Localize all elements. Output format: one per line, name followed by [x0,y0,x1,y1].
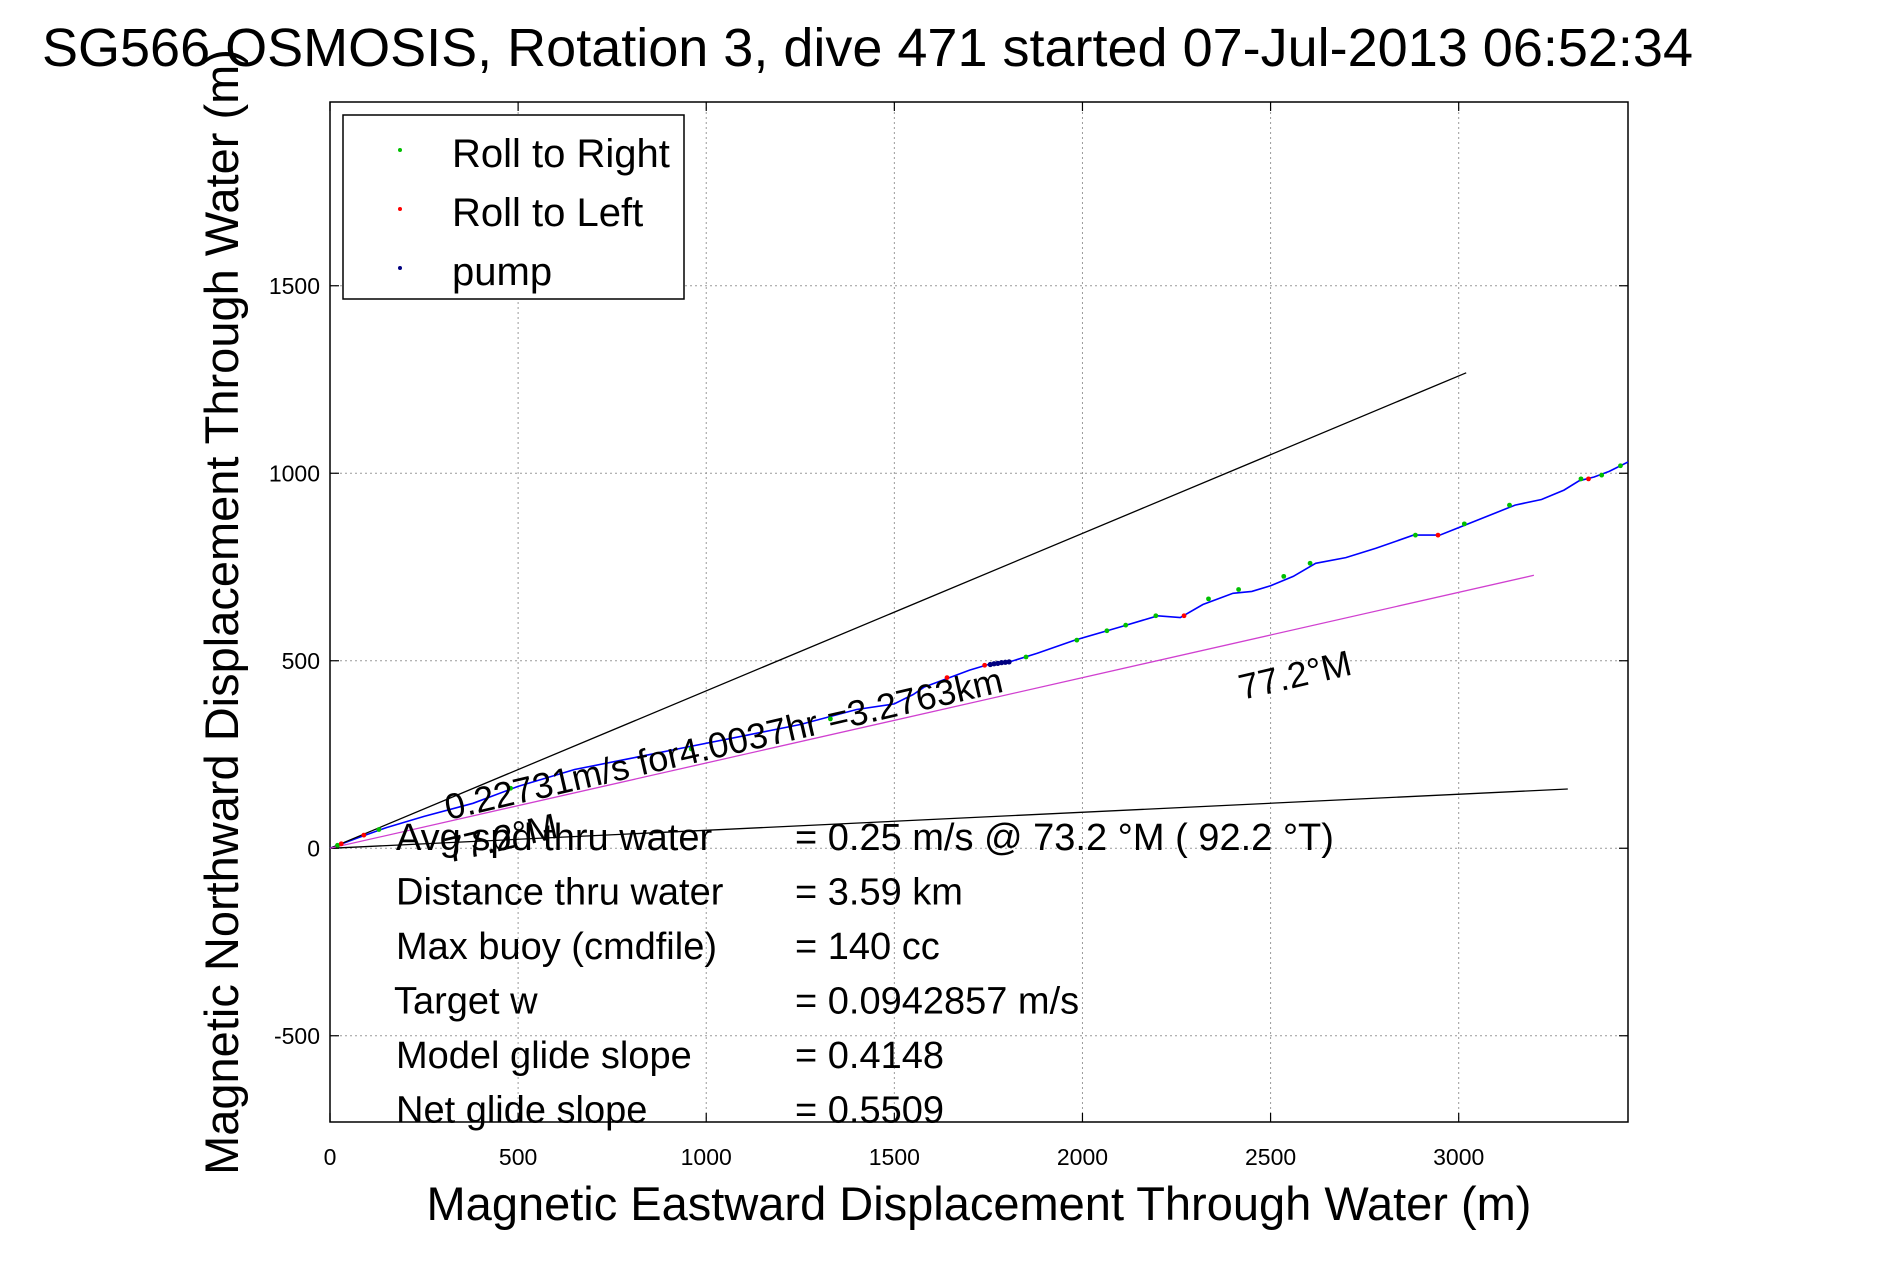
upper-envelope-line [329,372,1467,849]
stat-value: = 140 cc [795,926,940,968]
roll-to-left-marker [1586,476,1591,482]
pump-marker [1002,659,1008,665]
legend-marker [398,207,402,211]
roll-to-right-marker [1307,560,1313,566]
roll-to-right-marker [1123,622,1129,628]
x-tick-label: 2500 [1245,1144,1296,1170]
roll-to-left-marker [338,841,344,847]
roll-to-right-marker [1023,654,1029,660]
roll-to-left-marker [944,675,950,681]
stat-label: Avg spd thru water [396,817,712,859]
roll-to-right-marker [1104,628,1110,634]
roll-to-right-marker [1074,637,1080,643]
roll-to-right-marker [1153,613,1159,619]
chart-title: SG566 OSMOSIS, Rotation 3, dive 471 star… [42,18,1693,78]
roll-to-right-marker [1281,573,1287,579]
legend: Roll to Right Roll to Left pump [342,114,685,300]
x-tick-label: 1000 [681,1144,732,1170]
x-tick-label: 0 [324,1144,337,1170]
y-tick-label: 1000 [269,460,320,486]
pump-marker [1006,659,1012,665]
legend-label: Roll to Right [452,132,670,176]
legend-marker [398,266,402,270]
stat-label: Distance thru water [396,872,724,914]
roll-to-right-marker [335,842,340,848]
y-tick-label: -500 [274,1023,320,1049]
roll-to-right-marker [1461,521,1467,527]
x-tick-label: 500 [499,1144,537,1170]
plot-area [329,101,1629,1123]
roll-to-right-marker [508,785,513,791]
stat-value: = 0.25 m/s @ 73.2 °M ( 92.2 °T) [795,817,1334,859]
y-axis-label: Magnetic Northward Displacement Through … [195,49,248,1175]
roll-to-right-marker [1618,463,1623,469]
y-axis-ticks: -500 0 500 1000 1500 [269,273,1628,1049]
pump-marker [998,660,1005,666]
roll-to-right-marker [376,827,382,832]
x-tick-label: 1500 [869,1144,920,1170]
roll-to-right-marker [1507,502,1512,508]
legend-marker [398,148,402,152]
heading-annotation: 77.2°M [1235,642,1356,708]
x-tick-label: 3000 [1433,1144,1484,1170]
roll-to-right-marker [827,716,833,722]
roll-to-right-marker [1578,476,1584,482]
stat-value: = 0.5509 [795,1090,944,1132]
track-line [329,461,1629,850]
legend-label: pump [452,250,552,294]
roll-to-left-marker [982,662,988,668]
roll-to-right-marker [1236,587,1241,592]
stat-label: Max buoy (cmdfile) [396,926,717,968]
roll-to-left-marker [1181,613,1187,619]
roll-to-right-marker [1599,472,1605,478]
stat-label: Target w [394,981,538,1023]
stat-label: Net glide slope [396,1090,647,1132]
stats-block: Avg spd thru water = 0.25 m/s @ 73.2 °M (… [394,817,1334,1132]
roll-to-right-marker [1413,532,1418,538]
roll-to-right-marker [688,746,694,752]
stat-value: = 0.0942857 m/s [795,981,1079,1023]
y-tick-label: 1500 [269,273,320,299]
lower-envelope-line [329,788,1568,849]
pump-marker [991,661,997,667]
stat-label: Model glide slope [396,1035,692,1077]
x-axis-label: Magnetic Eastward Displacement Through W… [427,1177,1532,1230]
x-axis-ticks: 0 500 1000 1500 2000 2500 3000 [324,102,1484,1170]
x-tick-label: 2000 [1057,1144,1108,1170]
roll-to-left-marker [361,832,367,838]
roll-to-right-marker [1206,596,1211,602]
legend-label: Roll to Left [452,191,643,235]
stat-value: = 3.59 km [795,872,963,914]
heading-line [329,574,1535,849]
y-tick-label: 0 [307,835,320,861]
roll-to-left-marker [1435,532,1441,538]
y-tick-label: 500 [282,648,320,674]
marker-layer [335,463,1623,848]
speed-annotation: 0.22731m/s for4.0037hr =3.2763km [441,659,1007,827]
stat-value: = 0.4148 [795,1035,944,1077]
series-layer [329,372,1629,850]
